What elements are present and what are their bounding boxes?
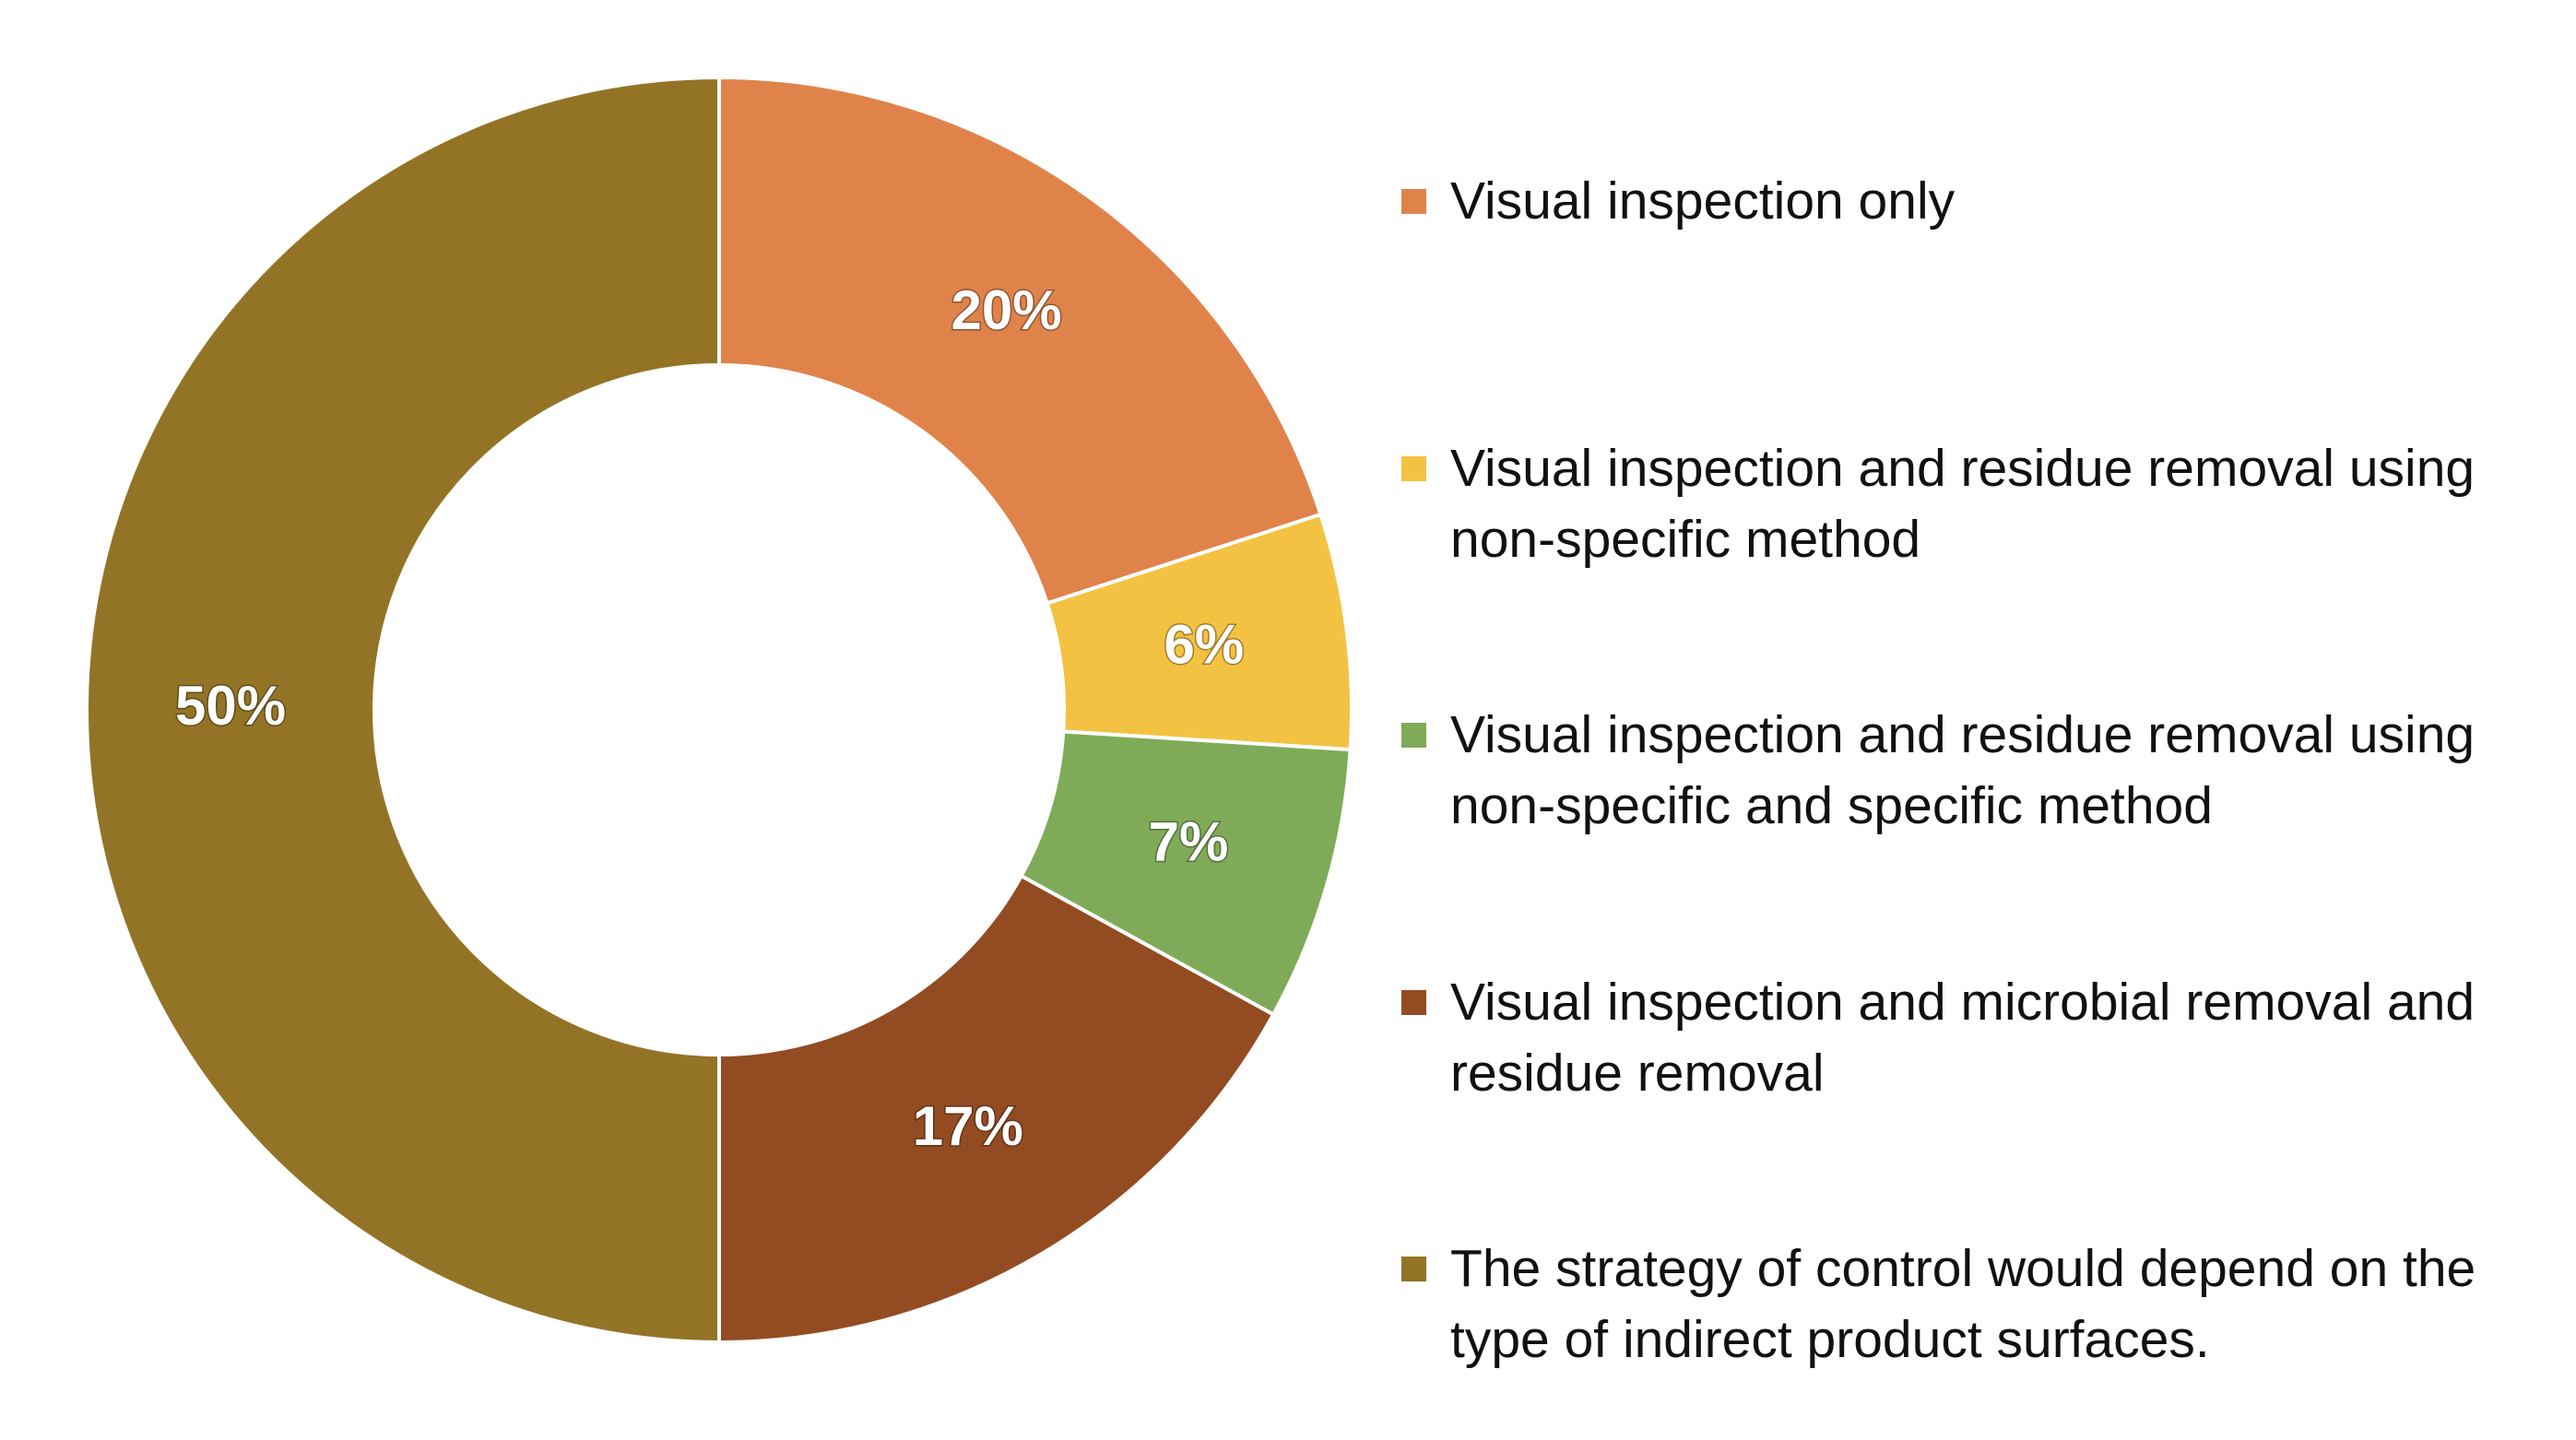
legend-label: Visual inspection and microbial removal … [1450, 972, 2476, 1103]
legend-item: Visual inspection and residue removal us… [1401, 700, 2572, 842]
donut-segment [717, 75, 1323, 606]
legend-label: Visual inspection only [1450, 171, 1956, 230]
legend-item: Visual inspection and residue removal us… [1401, 433, 2572, 575]
legend: Visual inspection only Visual inspection … [1401, 0, 2572, 1440]
legend-item: Visual inspection and microbial removal … [1401, 967, 2572, 1109]
value-label: 6% [1164, 613, 1244, 675]
value-label: 20% [951, 279, 1061, 341]
legend-swatch [1401, 189, 1426, 214]
legend-swatch [1401, 723, 1426, 748]
donut-segment [717, 873, 1276, 1345]
chart: 20% 6% 7% 17% 50% [85, 75, 1353, 1345]
value-label: 50% [175, 675, 286, 737]
legend-label: Visual inspection and residue removal us… [1450, 705, 2476, 835]
legend-label: Visual inspection and residue removal us… [1450, 438, 2476, 569]
value-label: 17% [913, 1095, 1023, 1157]
donut-segment [85, 75, 721, 1345]
legend-swatch [1401, 455, 1426, 481]
legend-item: The strategy of control would depend on … [1401, 1233, 2572, 1375]
value-label: 7% [1149, 811, 1229, 873]
legend-label: The strategy of control would depend on … [1450, 1239, 2476, 1369]
legend-swatch [1401, 989, 1426, 1015]
legend-swatch [1401, 1257, 1426, 1281]
legend-item: Visual inspection only [1401, 166, 2572, 237]
